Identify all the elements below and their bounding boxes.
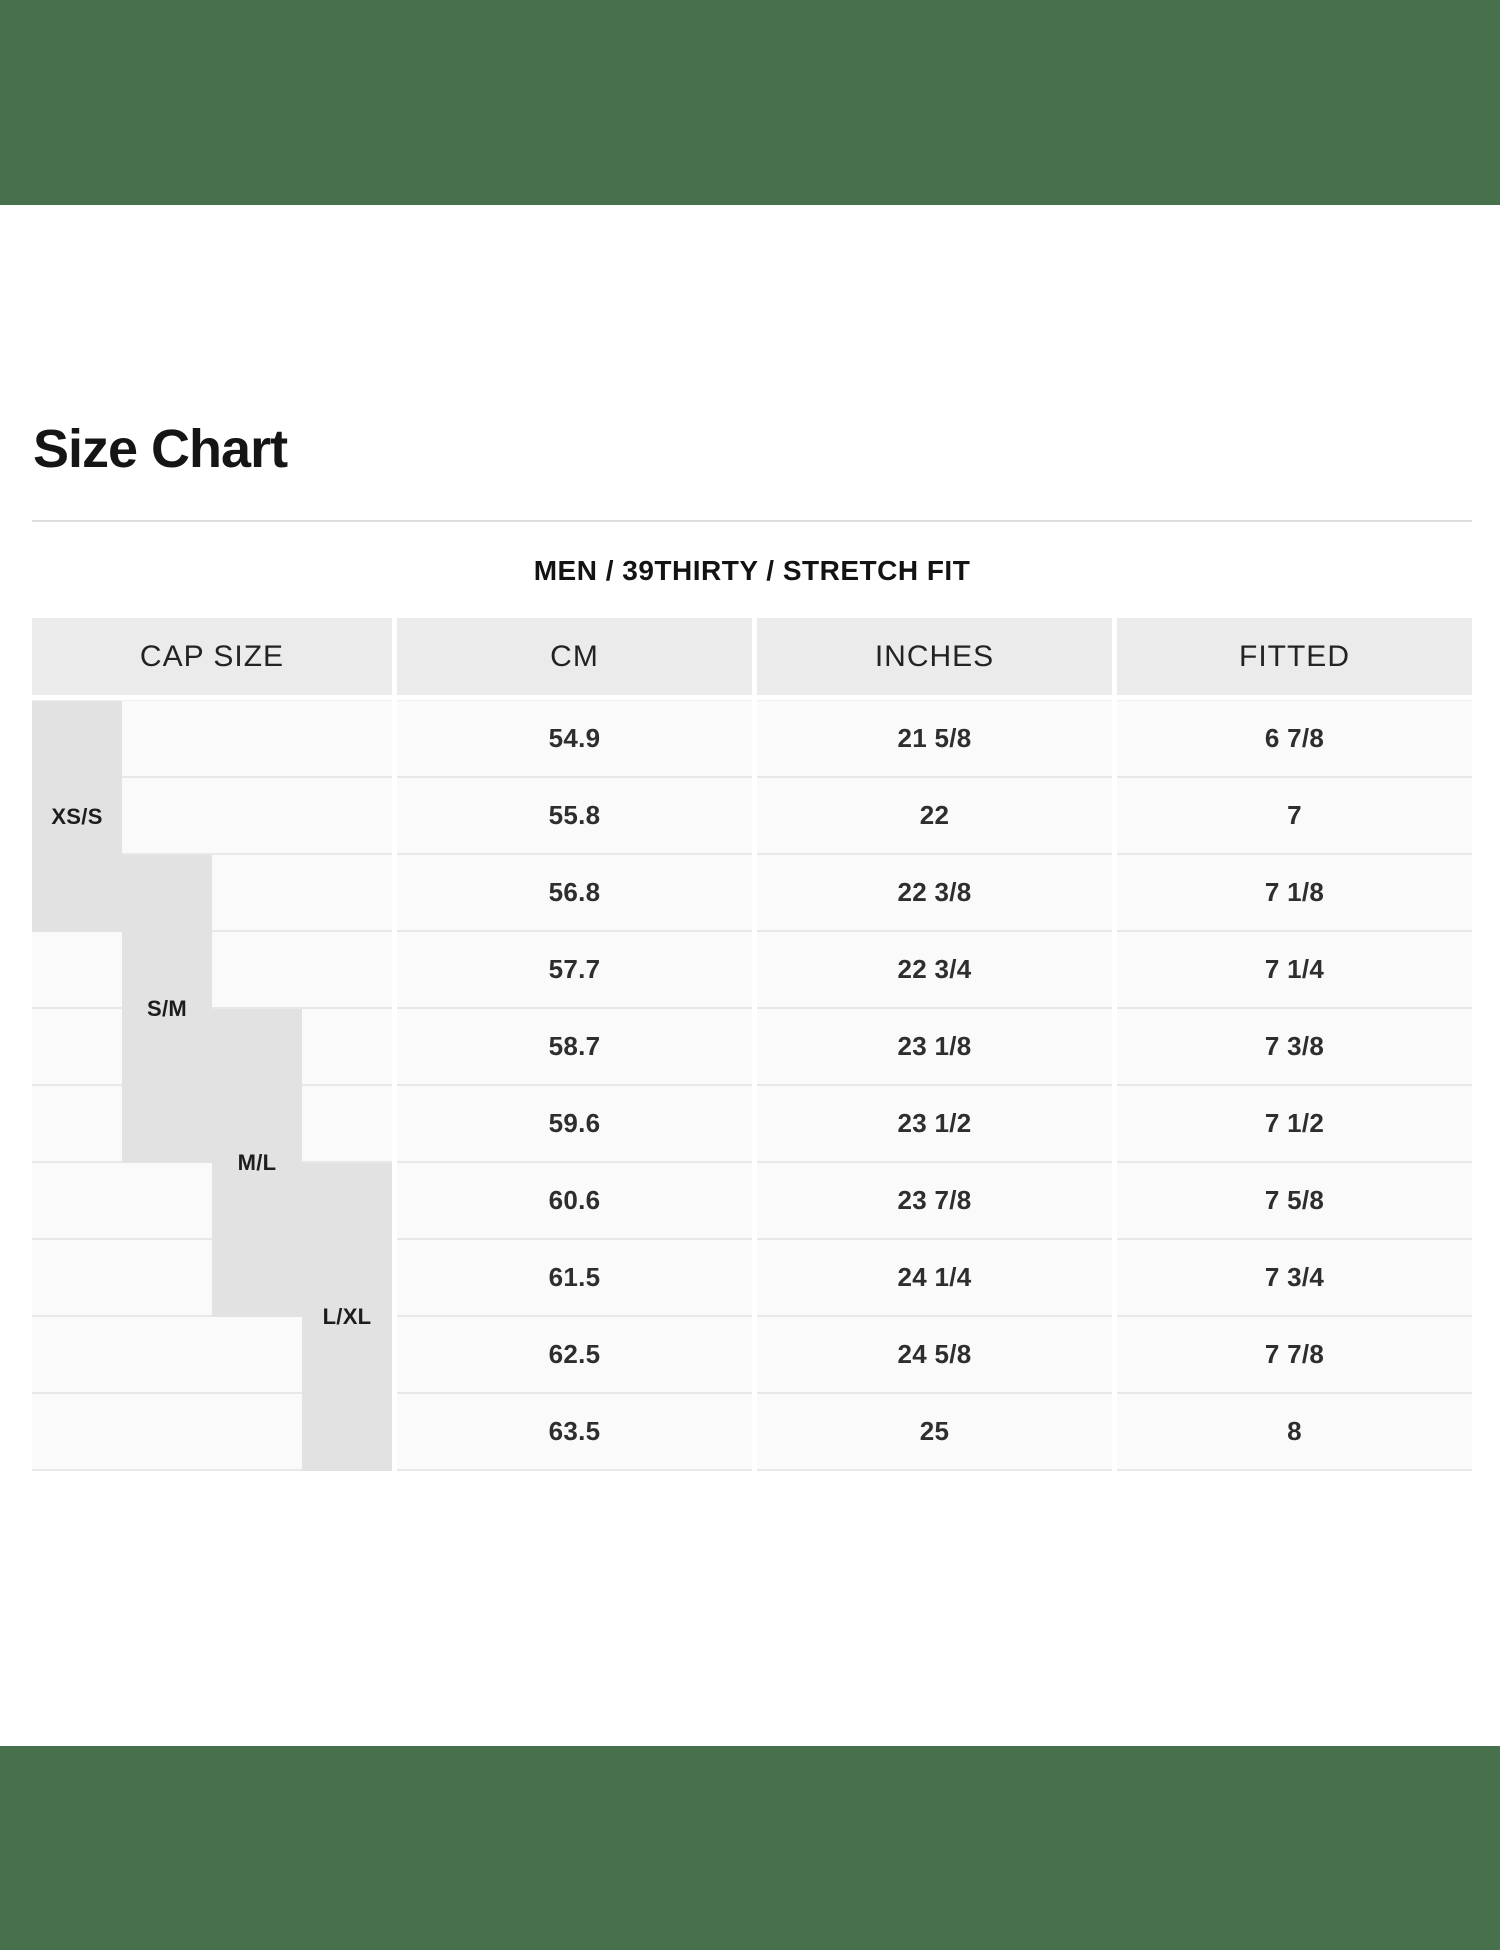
table-cell-cm: 56.8 bbox=[397, 855, 752, 932]
size-group-label: S/M bbox=[146, 996, 187, 1021]
size-group-label: XS/S bbox=[51, 803, 103, 829]
cap-size-row-slot bbox=[32, 932, 392, 1009]
table-caption: MEN / 39THIRTY / STRETCH FIT bbox=[533, 555, 971, 586]
table-cell-cm: 55.8 bbox=[397, 778, 752, 855]
table-cell-inches: 25 bbox=[757, 1394, 1112, 1471]
table-body: XS/S S/M M/L L/XL 54.9 55.8 56.8 57.7 58.7 59.6 6… bbox=[32, 700, 1472, 1471]
cap-size-row-slot bbox=[32, 855, 392, 932]
table-cell-cm: 58.7 bbox=[397, 1009, 752, 1086]
cap-size-column: XS/S S/M M/L L/XL bbox=[32, 700, 392, 1471]
table-cell-cm: 61.5 bbox=[397, 1240, 752, 1317]
divider bbox=[32, 520, 1472, 522]
table-cell-fitted: 7 3/4 bbox=[1117, 1240, 1472, 1317]
table-header-row: CAP SIZE CM INCHES FITTED bbox=[32, 618, 1472, 695]
size-group-block-l-xl: L/XL bbox=[302, 1163, 392, 1471]
cap-size-row-slot bbox=[32, 1394, 392, 1471]
table-cell-fitted: 7 5/8 bbox=[1117, 1163, 1472, 1240]
size-group-block-xs-s: XS/S bbox=[32, 701, 122, 932]
table-cell-cm: 60.6 bbox=[397, 1163, 752, 1240]
size-group-block-s-m: S/M bbox=[122, 855, 212, 1163]
table-cell-cm: 54.9 bbox=[397, 701, 752, 778]
table-cell-fitted: 7 7/8 bbox=[1117, 1317, 1472, 1394]
table-cell-fitted: 7 1/8 bbox=[1117, 855, 1472, 932]
inches-column: 21 5/8 22 22 3/8 22 3/4 23 1/8 23 1/2 23 7/8 24… bbox=[757, 700, 1112, 1471]
column-header-cm: CM bbox=[397, 618, 752, 695]
size-table: CAP SIZE CM INCHES FITTED XS/S S/M M/L L/XL… bbox=[32, 618, 1472, 1471]
table-cell-fitted: 6 7/8 bbox=[1117, 701, 1472, 778]
size-group-block-m-l: M/L bbox=[212, 1009, 302, 1317]
table-cell-cm: 59.6 bbox=[397, 1086, 752, 1163]
bottom-green-band bbox=[0, 1746, 1500, 1950]
fitted-column: 6 7/8 7 7 1/8 7 1/4 7 3/8 7 1/2 7 5/8 7 3/4 7 7/… bbox=[1117, 700, 1472, 1471]
table-cell-inches: 22 3/4 bbox=[757, 932, 1112, 1009]
size-group-label: M/L bbox=[237, 1150, 277, 1175]
table-cell-inches: 23 7/8 bbox=[757, 1163, 1112, 1240]
table-cell-inches: 23 1/8 bbox=[757, 1009, 1112, 1086]
table-cell-inches: 22 bbox=[757, 778, 1112, 855]
table-cell-fitted: 7 bbox=[1117, 778, 1472, 855]
table-cell-inches: 23 1/2 bbox=[757, 1086, 1112, 1163]
table-cell-inches: 24 1/4 bbox=[757, 1240, 1112, 1317]
column-header-inches: INCHES bbox=[757, 618, 1112, 695]
table-cell-cm: 57.7 bbox=[397, 932, 752, 1009]
column-header-fitted: FITTED bbox=[1117, 618, 1472, 695]
table-cell-fitted: 7 3/8 bbox=[1117, 1009, 1472, 1086]
table-cell-cm: 62.5 bbox=[397, 1317, 752, 1394]
table-cell-cm: 63.5 bbox=[397, 1394, 752, 1471]
page-title: Size Chart bbox=[33, 419, 288, 479]
cap-size-row-slot bbox=[32, 778, 392, 855]
top-green-band bbox=[0, 0, 1500, 205]
column-header-cap-size: CAP SIZE bbox=[32, 618, 392, 695]
table-cell-fitted: 7 1/2 bbox=[1117, 1086, 1472, 1163]
cm-column: 54.9 55.8 56.8 57.7 58.7 59.6 60.6 61.5 62.5 63.5 bbox=[397, 700, 752, 1471]
size-group-label: L/XL bbox=[322, 1304, 372, 1329]
table-cell-fitted: 7 1/4 bbox=[1117, 932, 1472, 1009]
cap-size-row-slot bbox=[32, 1317, 392, 1394]
table-cell-inches: 21 5/8 bbox=[757, 701, 1112, 778]
table-cell-inches: 24 5/8 bbox=[757, 1317, 1112, 1394]
table-cell-fitted: 8 bbox=[1117, 1394, 1472, 1471]
cap-size-row-slot bbox=[32, 701, 392, 778]
table-cell-inches: 22 3/8 bbox=[757, 855, 1112, 932]
